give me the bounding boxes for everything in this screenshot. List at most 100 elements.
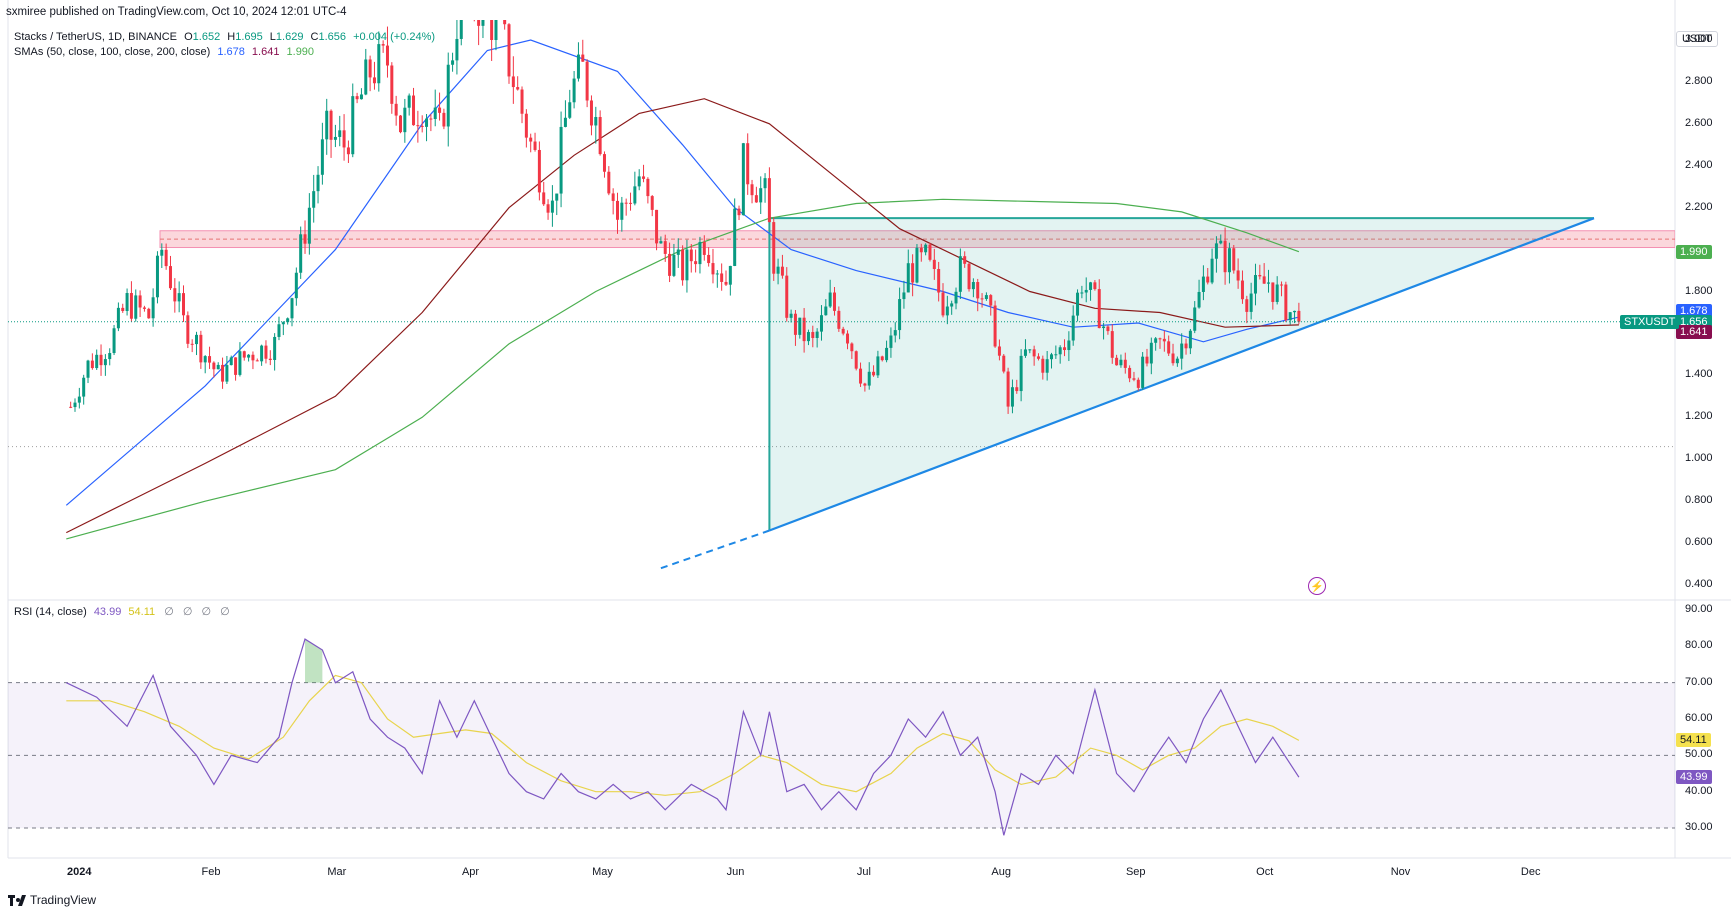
candle-body [1032, 349, 1036, 357]
candle-body [516, 87, 520, 90]
candle-body [90, 360, 94, 369]
candle-body [1258, 275, 1262, 277]
candle-body [320, 139, 324, 175]
candle-body [633, 186, 637, 204]
sma50-value: 1.678 [217, 46, 245, 58]
sma-legend[interactable]: SMAs (50, close, 100, close, 200, close)… [14, 46, 314, 58]
candle-body [499, 9, 502, 10]
candle-body [394, 103, 398, 116]
candle-body [1201, 276, 1205, 292]
symbol-legend[interactable]: Stacks / TetherUS, 1D, BINANCE O1.652 H1… [14, 31, 435, 43]
candle-body [1175, 358, 1179, 364]
candle-body [468, 0, 471, 3]
month-tick-label: Jul [856, 866, 871, 878]
candle-body [906, 263, 910, 293]
price-tick-label: 2.400 [1685, 158, 1713, 171]
hidden-icon[interactable]: ∅ [164, 606, 174, 618]
month-tick-label: Jun [726, 866, 745, 878]
price-label-sma-100: 1.641 [1676, 324, 1712, 339]
sma-line [66, 98, 1299, 534]
candle-body [1197, 291, 1201, 308]
hidden-icon[interactable]: ∅ [201, 606, 212, 618]
candle-body [932, 259, 936, 270]
candle-body [242, 351, 246, 358]
candle-body [372, 77, 376, 84]
rsi-ma-value: 54.11 [128, 606, 156, 618]
main-pane [8, 0, 1675, 570]
low-label: L [269, 31, 276, 43]
candle-body [802, 317, 806, 342]
candle-body [915, 247, 919, 283]
candle-body [1219, 240, 1223, 244]
candle-body [225, 365, 229, 382]
rsi-label-rsi-based-ma: 54.11 [1676, 733, 1711, 748]
candle-body [1271, 282, 1275, 302]
month-tick-label: May [592, 866, 613, 878]
month-tick-label: Dec [1520, 866, 1541, 878]
candle-body [1297, 310, 1301, 322]
rsi-tick-label: 30.00 [1685, 821, 1713, 833]
candle-body [776, 266, 780, 274]
hidden-icon[interactable]: ∅ [220, 606, 230, 618]
candle-body [199, 334, 203, 363]
candle-body [919, 247, 923, 253]
month-tick-label: Sep [1125, 866, 1146, 878]
candle-body [524, 113, 528, 138]
candle-body [885, 347, 889, 361]
candle-body [303, 234, 307, 244]
rsi-legend[interactable]: RSI (14, close) 43.99 54.11 ∅ ∅ ∅ ∅ [14, 605, 230, 618]
candle-body [980, 298, 984, 300]
rsi-tick-label: 50.00 [1685, 748, 1713, 761]
candle-body [281, 322, 285, 325]
candle-body [993, 305, 997, 347]
candle-body [941, 292, 945, 316]
candle-body [186, 315, 190, 344]
candle-body [316, 174, 320, 192]
candle-body [1054, 354, 1058, 356]
candle-body [1045, 359, 1049, 373]
candle-body [867, 371, 871, 386]
candle-body [598, 116, 602, 155]
month-tick-label: Feb [201, 866, 221, 878]
candle-body [624, 202, 628, 204]
candle-body [69, 406, 73, 408]
close-label: C [310, 31, 319, 43]
candle-body [121, 307, 125, 311]
candle-body [73, 402, 77, 408]
candle-body [702, 241, 706, 255]
candle-body [1023, 349, 1027, 356]
candle-body [247, 354, 251, 358]
rsi-tick-label: 60.00 [1685, 712, 1713, 724]
sma200-value: 1.990 [286, 46, 315, 58]
month-tick-label: Apr [461, 866, 480, 878]
candle-body [1267, 282, 1270, 284]
currency-button[interactable]: USDT [1676, 31, 1718, 47]
rsi-tick-label: 70.00 [1685, 675, 1713, 688]
candle-body [889, 335, 893, 348]
candle-body [95, 354, 99, 369]
candle-body [329, 110, 333, 140]
candle-body [585, 61, 589, 101]
candle-body [399, 115, 402, 133]
candle-body [824, 306, 828, 316]
candle-body [1123, 359, 1127, 368]
candle-body [103, 359, 107, 366]
candle-body [828, 292, 832, 307]
candle-body [1232, 248, 1236, 271]
hidden-icon[interactable]: ∅ [182, 606, 193, 618]
candle-body [815, 331, 819, 338]
price-tick-label: 0.400 [1685, 578, 1713, 590]
candle-body [338, 130, 342, 137]
candle-body [420, 125, 424, 127]
candle-body [238, 351, 242, 375]
candle-body [203, 356, 207, 363]
candle-body [359, 94, 363, 100]
candle-body [650, 196, 654, 210]
lightning-icon[interactable]: ⚡ [1308, 577, 1326, 595]
candle-body [268, 358, 272, 360]
candle-body [212, 362, 216, 370]
candle-body [195, 334, 199, 345]
candle-body [689, 249, 693, 262]
candle-body [1288, 312, 1292, 321]
